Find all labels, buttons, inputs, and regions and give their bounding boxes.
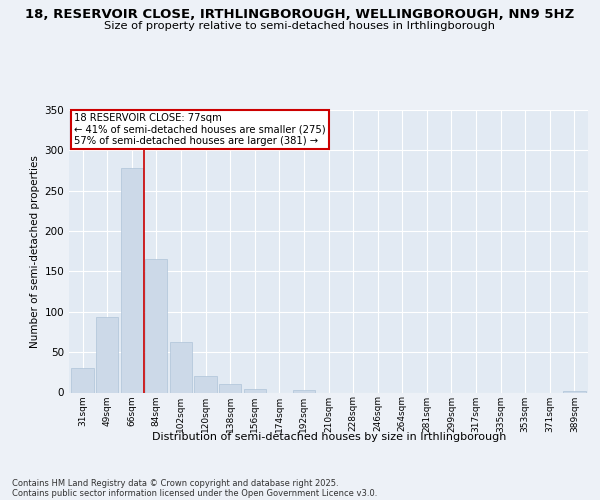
Bar [293, 390, 315, 392]
Text: 18 RESERVOIR CLOSE: 77sqm
← 41% of semi-detached houses are smaller (275)
57% of: 18 RESERVOIR CLOSE: 77sqm ← 41% of semi-… [74, 113, 326, 146]
Bar [244, 390, 266, 392]
Text: Contains public sector information licensed under the Open Government Licence v3: Contains public sector information licen… [12, 488, 377, 498]
Bar [145, 260, 167, 392]
Bar [71, 368, 94, 392]
Text: 18, RESERVOIR CLOSE, IRTHLINGBOROUGH, WELLINGBOROUGH, NN9 5HZ: 18, RESERVOIR CLOSE, IRTHLINGBOROUGH, WE… [25, 8, 575, 20]
Text: Contains HM Land Registry data © Crown copyright and database right 2025.: Contains HM Land Registry data © Crown c… [12, 478, 338, 488]
Bar [194, 376, 217, 392]
Bar [170, 342, 192, 392]
Text: Size of property relative to semi-detached houses in Irthlingborough: Size of property relative to semi-detach… [104, 21, 496, 31]
Bar [121, 168, 143, 392]
Bar [219, 384, 241, 392]
Bar [563, 391, 586, 392]
Text: Distribution of semi-detached houses by size in Irthlingborough: Distribution of semi-detached houses by … [152, 432, 506, 442]
Bar [96, 318, 118, 392]
Y-axis label: Number of semi-detached properties: Number of semi-detached properties [30, 155, 40, 348]
